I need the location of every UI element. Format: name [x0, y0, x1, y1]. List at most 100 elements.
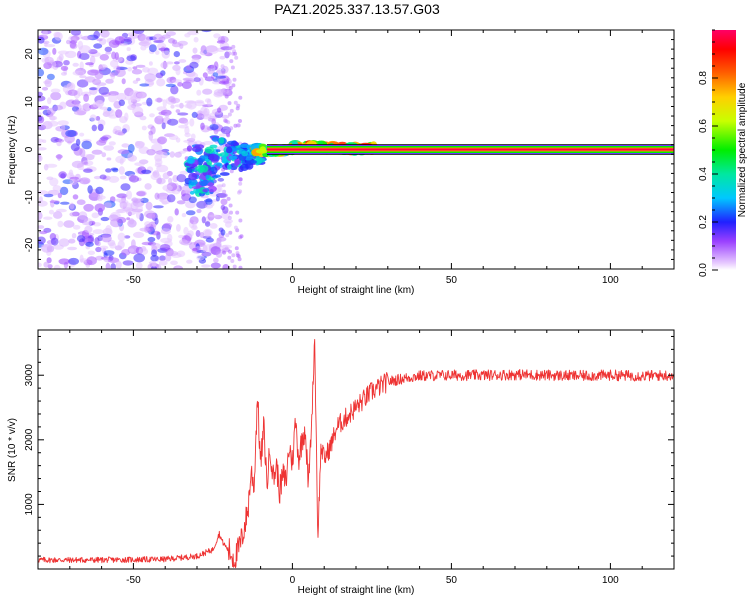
spectrogram-cell [53, 211, 63, 219]
spectrogram-cell [141, 169, 152, 174]
spectrogram-cell [167, 250, 179, 257]
spectrogram-cell [228, 203, 233, 208]
spectrogram-cell [77, 87, 83, 97]
spectrogram-cell [58, 238, 70, 247]
spectrogram-cell [255, 157, 266, 163]
snr-y-label: SNR (10 * v/v) [7, 418, 18, 482]
spectrogram-cell [99, 245, 109, 250]
spectrogram-cell [99, 30, 110, 38]
spectrogram-cell [231, 253, 236, 258]
spectrogram-cell [209, 214, 220, 218]
colorbar-tick-label: 0.4 [698, 167, 709, 181]
spectrogram-cell [184, 120, 189, 126]
spectrogram-cell [229, 210, 233, 215]
spectrogram-cell [126, 55, 136, 62]
spectrogram-cell [114, 130, 124, 136]
spectrogram-cell [84, 76, 96, 83]
spectrogram-cell [99, 54, 110, 61]
spectrogram-cell [108, 175, 120, 183]
spectrogram-cell [234, 55, 239, 60]
spectrogram-cell [150, 255, 159, 262]
spectrogram-cell [95, 116, 101, 121]
spectrogram-cell [178, 59, 187, 63]
spectrogram-cell [57, 120, 69, 126]
spectrogram-cell [41, 86, 49, 91]
spectrogram-cell [186, 259, 193, 264]
spectrogram-cell [91, 149, 103, 155]
spectrogram-cell [124, 112, 129, 121]
spectrogram-cell [76, 79, 89, 88]
spectrogram-cell [61, 72, 67, 76]
spectrogram-cell [210, 262, 221, 269]
snr-x-tick-label: 0 [290, 575, 296, 586]
spectrogram-cell [106, 157, 112, 161]
spectrogram-cell [189, 216, 199, 225]
spectrogram-cell [160, 227, 171, 235]
spectrogram-cell [76, 199, 86, 205]
spectrogram-cell [229, 169, 234, 174]
spectrogram-cell [67, 89, 79, 96]
spectrogram-cell [202, 141, 214, 145]
spectrogram-cell [118, 43, 129, 47]
spectrogram-x-tick-label: 50 [446, 275, 458, 286]
spectrogram-cell [229, 108, 234, 113]
spectrogram-cell [232, 264, 237, 269]
spectrogram-cell [72, 70, 85, 76]
spectrogram-cell [144, 183, 152, 190]
spectrogram-cell [184, 33, 191, 38]
spectrogram-cell [50, 237, 59, 246]
spectrogram-cell [221, 114, 230, 119]
spectrogram-cell [57, 220, 64, 228]
spectrogram-cell [65, 129, 77, 138]
spectrogram-cell [154, 192, 160, 200]
spectrogram-cell [93, 175, 102, 180]
spectrogram-cell [124, 235, 131, 239]
spectrogram-cell [96, 139, 107, 146]
spectrogram-cell [215, 239, 222, 248]
spectrogram-cell [127, 67, 133, 72]
spectrogram-cell [105, 168, 112, 173]
spectrogram-cell [49, 115, 58, 121]
spectrogram-cell [87, 185, 93, 194]
spectrogram-cell [57, 192, 63, 199]
spectrogram-cell [193, 36, 199, 43]
spectrogram-cell [208, 65, 215, 69]
spectrogram-cell [227, 112, 232, 117]
spectrogram-cell [228, 230, 233, 235]
colorbar-ticks: 0.0 0.2 0.4 0.6 0.8 [698, 29, 718, 277]
spectrogram-cell [205, 174, 210, 179]
spectrogram-cell [227, 101, 232, 106]
spectrogram-cell [103, 202, 112, 209]
spectrogram-cell [175, 137, 181, 143]
spectrogram-cell [127, 143, 135, 153]
spectrogram-cell [149, 113, 155, 118]
spectrogram-cell [153, 205, 164, 209]
spectrogram-cell [108, 94, 118, 103]
spectrogram-cell [38, 147, 47, 151]
spectrogram-cell [189, 72, 199, 79]
spectrogram-cell [192, 186, 200, 190]
spectrogram-cell [167, 118, 179, 126]
spectrogram-cell [238, 166, 244, 173]
spectrogram-cell [91, 124, 98, 132]
spectrogram-cell [233, 142, 240, 147]
spectrogram-cell [71, 233, 77, 239]
spectrogram-cell [204, 76, 215, 82]
spectrogram-cell [78, 211, 88, 220]
spectrogram-cell [196, 255, 205, 261]
spectrogram-cell [150, 242, 161, 249]
spectrogram-cell [224, 246, 229, 251]
spectrogram-cell [89, 114, 97, 122]
spectrogram-cell [115, 260, 122, 269]
spectrogram-cell [70, 30, 81, 36]
spectrogram-cell [67, 246, 78, 251]
spectrogram-cell [238, 189, 243, 194]
spectrogram-cell [226, 133, 231, 138]
spectrogram-cell [142, 67, 150, 73]
snr-x-tick-labels: -50 0 50 100 [126, 575, 619, 586]
spectrogram-cell [208, 153, 219, 162]
spectrogram-cell [179, 170, 189, 175]
spectrogram-cell [189, 118, 195, 127]
spectrogram-cell [69, 40, 77, 49]
spectrogram-cell [135, 64, 146, 68]
